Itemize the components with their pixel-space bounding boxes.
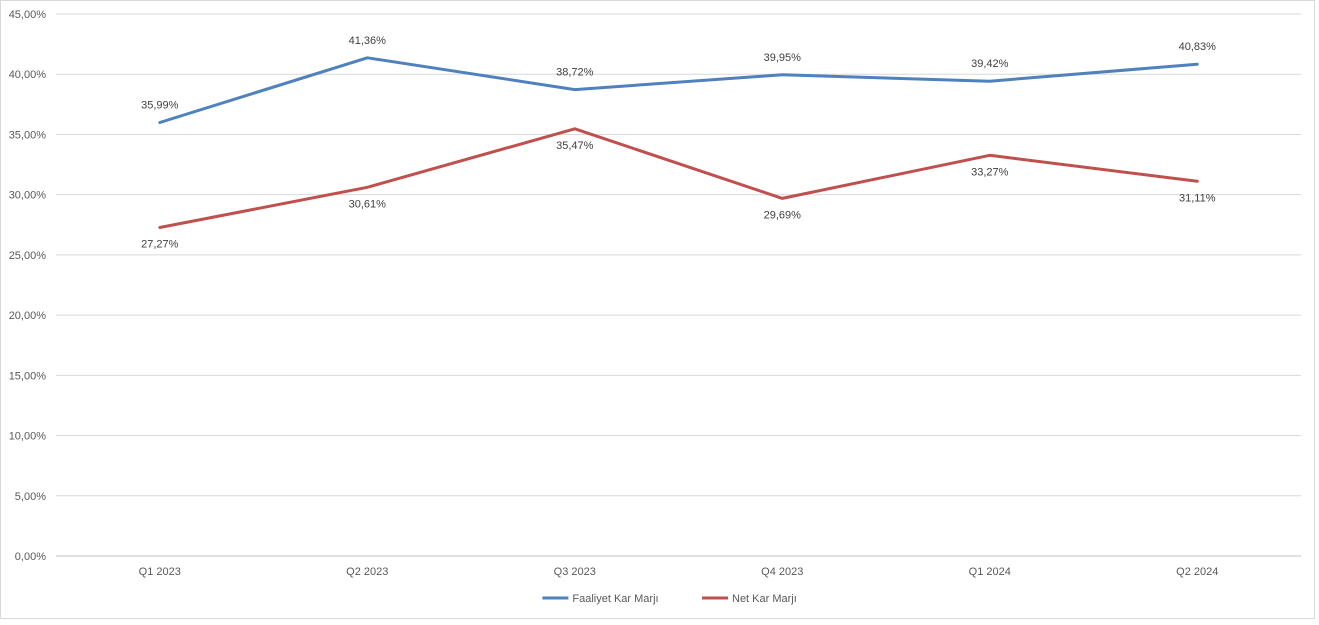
x-tick-label: Q3 2023 [554,566,596,578]
data-label: 35,99% [141,100,179,112]
data-label: 29,69% [764,209,802,221]
data-label: 30,61% [349,198,387,210]
gridlines [56,13,1301,557]
legend-label: Faaliyet Kar Marjı [572,593,658,605]
x-tick-label: Q4 2023 [761,566,803,578]
x-tick-label: Q1 2024 [969,566,1011,578]
data-label: 35,47% [556,140,594,152]
y-axis-tick-labels: 0,00% 5,00% 10,00% 15,00% 20,00% 25,00% 30,00%… [9,9,47,563]
x-tick-label: Q1 2023 [139,566,181,578]
data-label: 33,27% [971,166,1009,178]
y-tick-label: 40,00% [9,69,47,81]
series-lines [158,56,1199,229]
data-labels: 35,99% 41,36% 38,72% 39,95% 39,42% 40,83% 27,2… [141,35,1216,251]
legend-label: Net Kar Marjı [732,593,797,605]
y-tick-label: 35,00% [9,129,47,141]
data-label: 38,72% [556,67,594,79]
data-label: 39,95% [764,52,802,64]
data-label: 31,11% [1179,192,1216,204]
y-tick-label: 20,00% [9,310,47,322]
y-tick-label: 10,00% [9,431,47,443]
data-label: 40,83% [1179,41,1217,53]
y-tick-label: 5,00% [15,491,46,503]
y-tick-label: 15,00% [9,370,47,382]
data-label: 27,27% [141,239,179,251]
y-tick-label: 45,00% [9,9,47,21]
data-label: 41,36% [349,35,387,47]
x-tick-label: Q2 2024 [1176,566,1218,578]
legend: Faaliyet Kar Marjı Net Kar Marjı [542,593,797,605]
y-tick-label: 30,00% [9,190,47,202]
series-line [158,127,1199,229]
data-label: 39,42% [971,58,1009,70]
y-tick-label: 0,00% [15,551,46,563]
x-axis-tick-labels: Q1 2023 Q2 2023 Q3 2023 Q4 2023 Q1 2024 Q2 20… [139,566,1219,578]
series-line [158,56,1199,124]
x-tick-label: Q2 2023 [346,566,388,578]
y-tick-label: 25,00% [9,250,47,262]
